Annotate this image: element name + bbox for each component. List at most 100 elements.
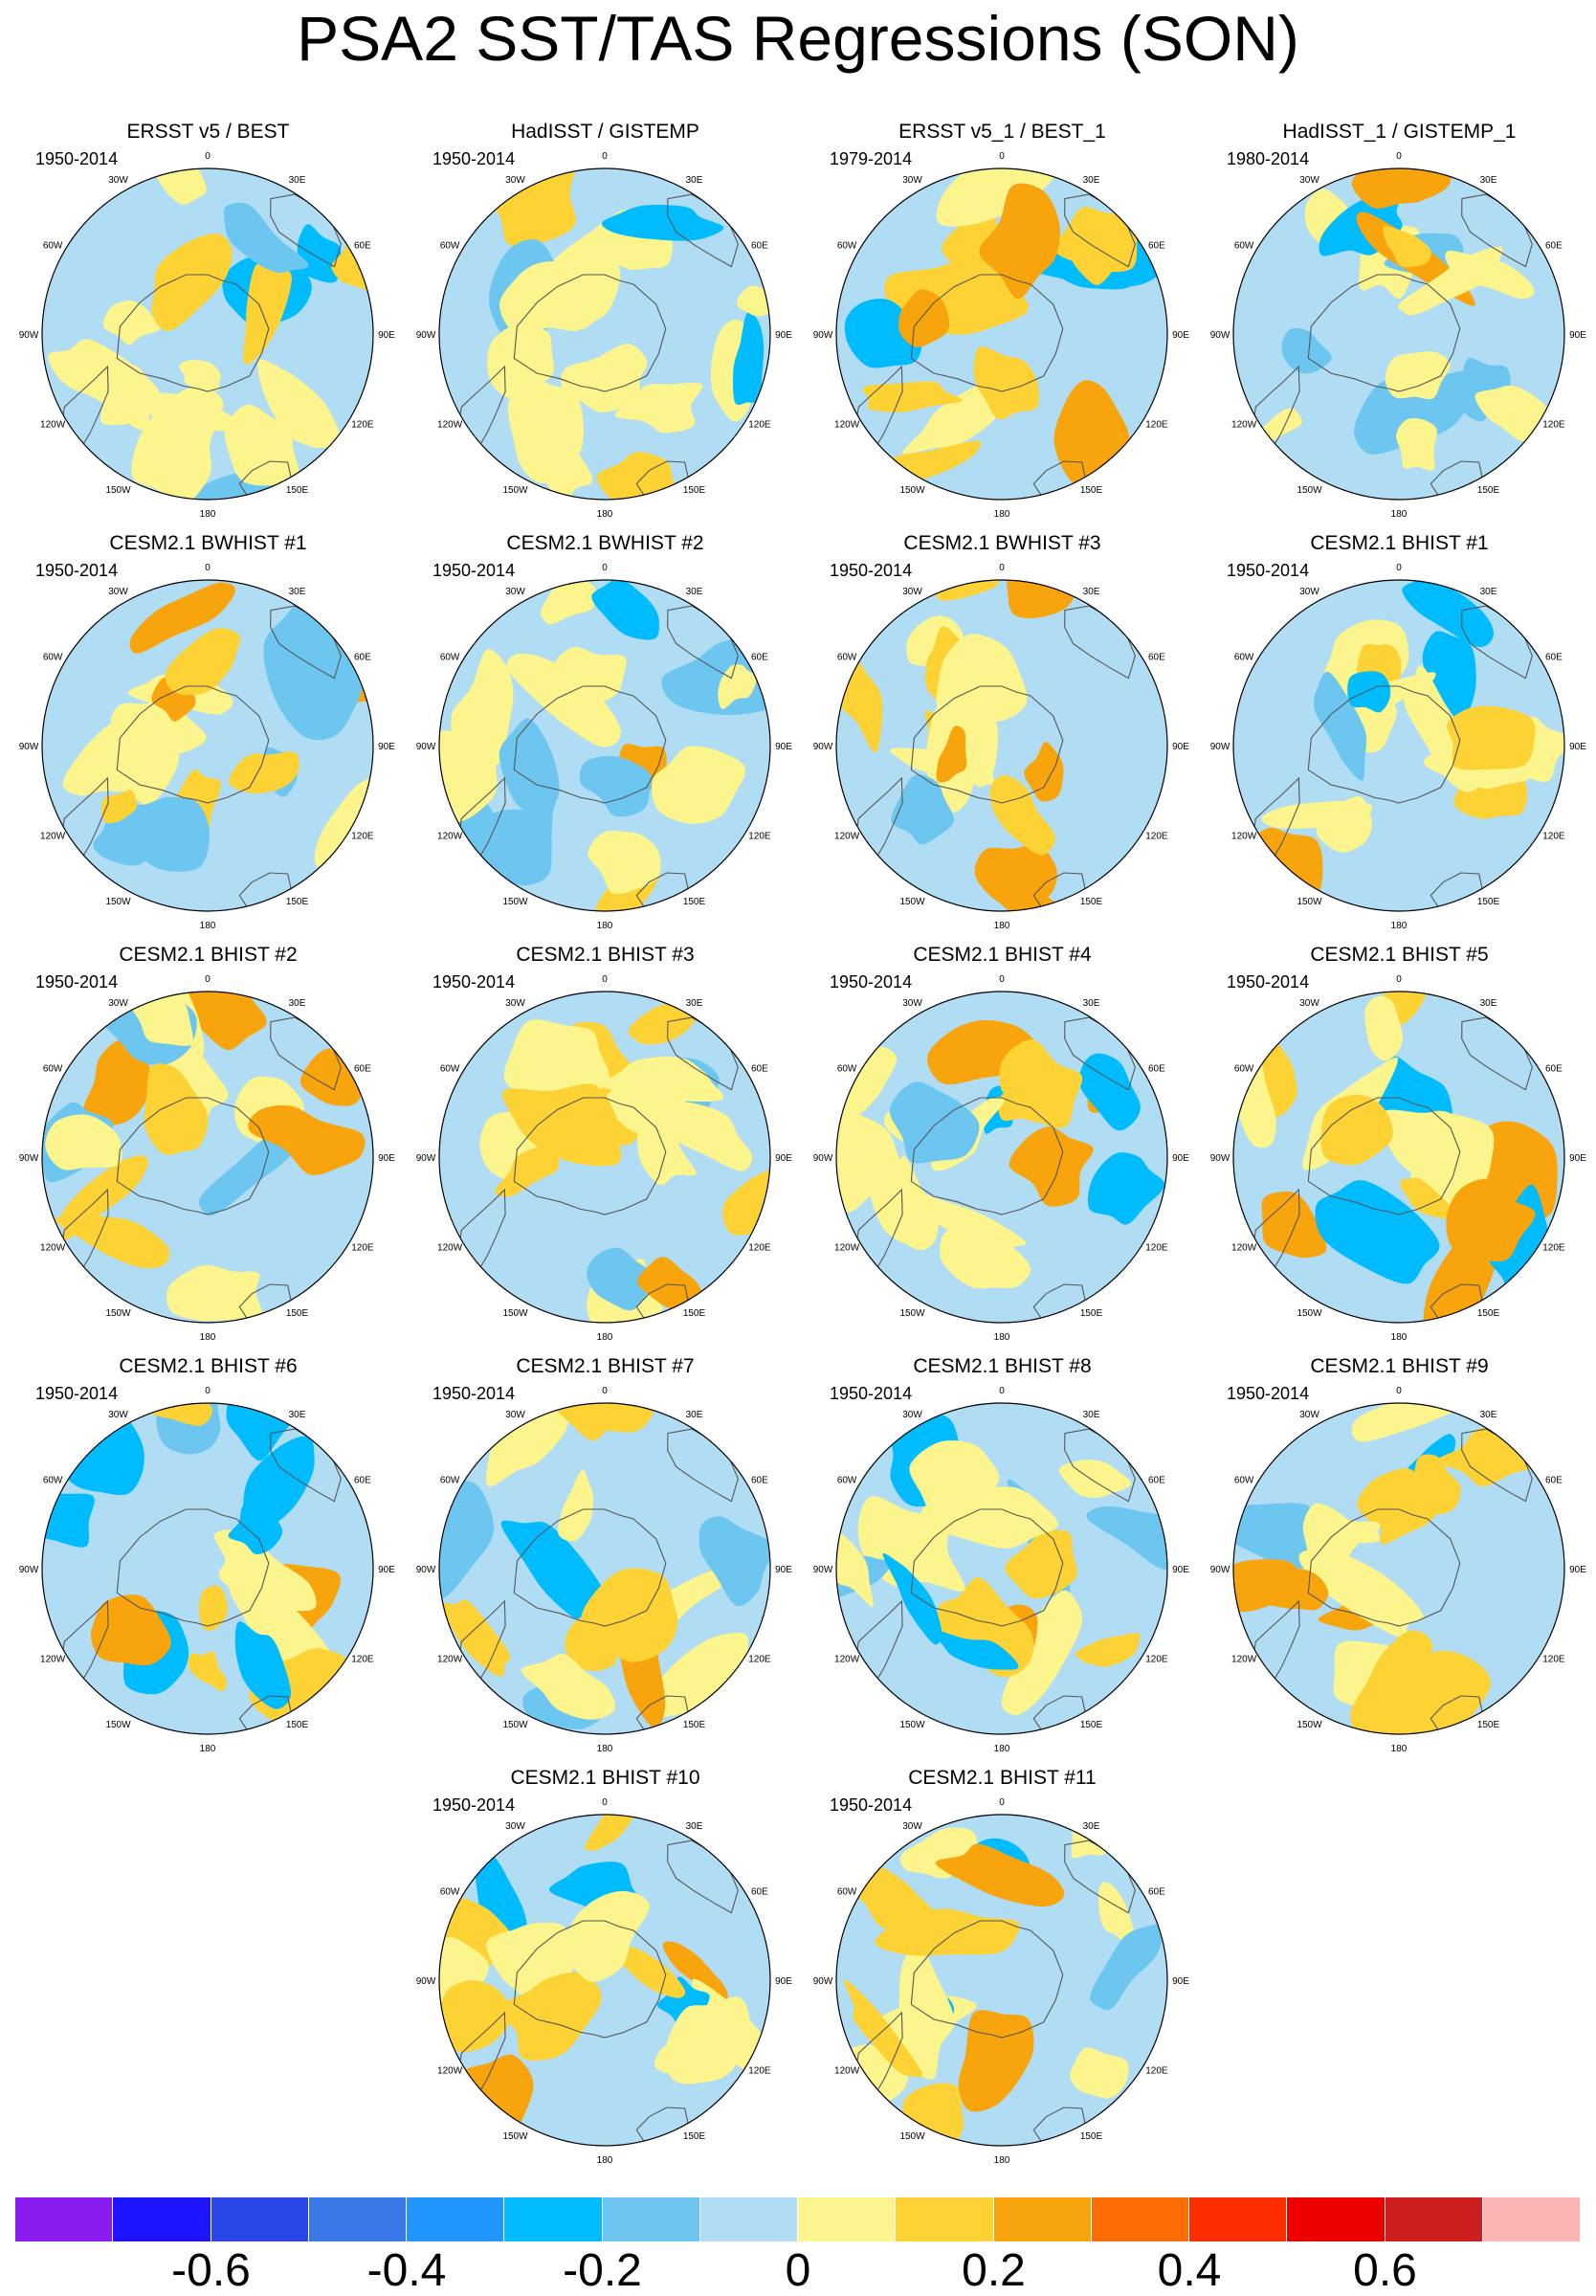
longitude-label: 0 [205,974,211,985]
longitude-label: 90W [19,1565,39,1575]
panel-title: CESM2.1 BHIST #7 [516,1355,695,1377]
panel-period: 1950-2014 [35,1384,119,1403]
colorbar-box [896,2197,994,2241]
longitude-label: 150E [286,1720,309,1730]
longitude-label: 180 [994,2155,1010,2166]
antarctica-coastline [116,685,270,804]
panel-period: 1950-2014 [830,1384,913,1403]
longitude-label: 30E [1480,587,1497,597]
longitude-label: 180 [1391,1332,1408,1343]
longitude-label: 30E [1083,1410,1100,1420]
australia-coastline [667,605,739,680]
longitude-label: 150E [286,897,309,907]
longitude-label: 120E [1542,1655,1565,1665]
panel-title: CESM2.1 BHIST #1 [1310,532,1489,554]
longitude-label: 60W [1234,1064,1254,1075]
longitude-label: 150W [1297,485,1322,496]
longitude-label: 60E [1148,241,1165,252]
anomaly-region [587,1247,656,1311]
anomaly-region [55,1215,170,1269]
anomaly-region [587,831,661,895]
antarctica-coastline [910,274,1064,392]
polar-map: 0 30E 60E 90E 120E 150E 180 150W 120W 90W 60W 30W [1210,151,1587,520]
panel-period: 1950-2014 [35,972,119,992]
longitude-label: 0 [602,1797,608,1808]
polar-map: 0 30E 60E 90E 120E 150E 180 150W 120W 90W 60W 30W [1210,563,1587,931]
polar-map: 0 30E 60E 90E 120E 150E 180 150W 120W 90W 60W 30W [416,974,793,1343]
longitude-label: 90E [1569,1565,1586,1575]
anomaly-region [718,663,757,709]
longitude-label: 180 [994,1332,1010,1343]
longitude-label: 0 [999,1386,1005,1396]
longitude-label: 60W [837,1887,857,1898]
colorbar-box [798,2197,897,2241]
longitude-label: 120E [351,1655,374,1665]
longitude-label: 60E [751,1887,768,1898]
colorbar-box [602,2197,700,2241]
colorbar-box [1482,2197,1581,2241]
anomaly-region [870,1155,939,1251]
anomaly-region [62,717,154,796]
anomaly-region [882,1552,942,1645]
map-boundary [41,579,374,912]
map-boundary [1232,579,1565,912]
anomaly-region [503,1019,610,1103]
anomaly-region [1446,1178,1536,1262]
map-boundary [835,1402,1168,1735]
longitude-label: 150E [683,485,706,496]
anomaly-region [929,1628,1019,1670]
map-boundary [41,167,374,501]
longitude-label: 150E [683,1308,706,1319]
polar-map: 0 30E 60E 90E 120E 150E 180 150W 120W 90W 60W 30W [1210,1386,1587,1754]
longitude-label: 90E [775,1565,792,1575]
longitude-label: 90W [19,742,39,752]
anomaly-region [1458,358,1511,422]
antarctica-coastline [910,685,1064,804]
longitude-label: 0 [602,563,608,573]
longitude-label: 30E [1480,175,1497,186]
polar-map: 0 30E 60E 90E 120E 150E 180 150W 120W 90W 60W 30W [813,1797,1190,2166]
anomaly-region [154,168,207,205]
map-panel: ERSST v5_1 / BEST_1 1979-2014 0 30E 60E 90E 12… [813,120,1191,522]
longitude-label: 150W [502,897,528,907]
panel-title: CESM2.1 BHIST #3 [516,944,695,966]
longitude-label: 150W [502,1720,528,1730]
longitude-label: 30W [108,998,128,1009]
anomaly-region [862,381,963,412]
longitude-label: 30E [1083,1821,1100,1832]
longitude-label: 150E [286,1308,309,1319]
longitude-label: 30E [1480,998,1497,1009]
longitude-label: 150W [899,2131,925,2142]
longitude-label: 60W [1234,241,1254,252]
longitude-label: 30W [1299,175,1319,186]
longitude-label: 30E [686,587,703,597]
map-panel: CESM2.1 BWHIST #2 1950-2014 0 30E 60E 90E 120E… [416,531,794,933]
longitude-label: 120W [40,832,66,842]
longitude-label: 90W [416,1153,436,1164]
antarctica-coastline [910,1920,1064,2039]
map-boundary [41,1402,374,1735]
colorbar-box [993,2197,1092,2241]
longitude-label: 30W [1299,998,1319,1009]
longitude-label: 120E [351,832,374,842]
anomaly-region [129,582,235,654]
map-background [439,1403,770,1734]
colorbar-box [211,2197,309,2241]
longitude-label: 120W [40,420,66,431]
anomaly-region [501,1083,622,1167]
longitude-label: 90E [1172,742,1189,752]
panel-title: CESM2.1 BHIST #11 [908,1767,1097,1789]
longitude-label: 120W [834,2066,860,2077]
longitude-label: 90W [416,1565,436,1575]
map-panel: CESM2.1 BHIST #8 1950-2014 0 30E 60E 90E 120E 1… [813,1354,1191,1756]
anomaly-region [188,1651,228,1692]
anomaly-region [1410,1454,1461,1515]
anomaly-region [223,202,309,274]
longitude-label: 120W [834,420,860,431]
panel-period: 1950-2014 [1227,972,1310,992]
longitude-label: 150E [1080,2131,1103,2142]
longitude-label: 120E [1542,1243,1565,1254]
panel-title: CESM2.1 BWHIST #3 [903,532,1101,554]
australia-coastline [667,1016,739,1091]
polar-map: 0 30E 60E 90E 120E 150E 180 150W 120W 90W 60W 30W [416,1386,793,1754]
